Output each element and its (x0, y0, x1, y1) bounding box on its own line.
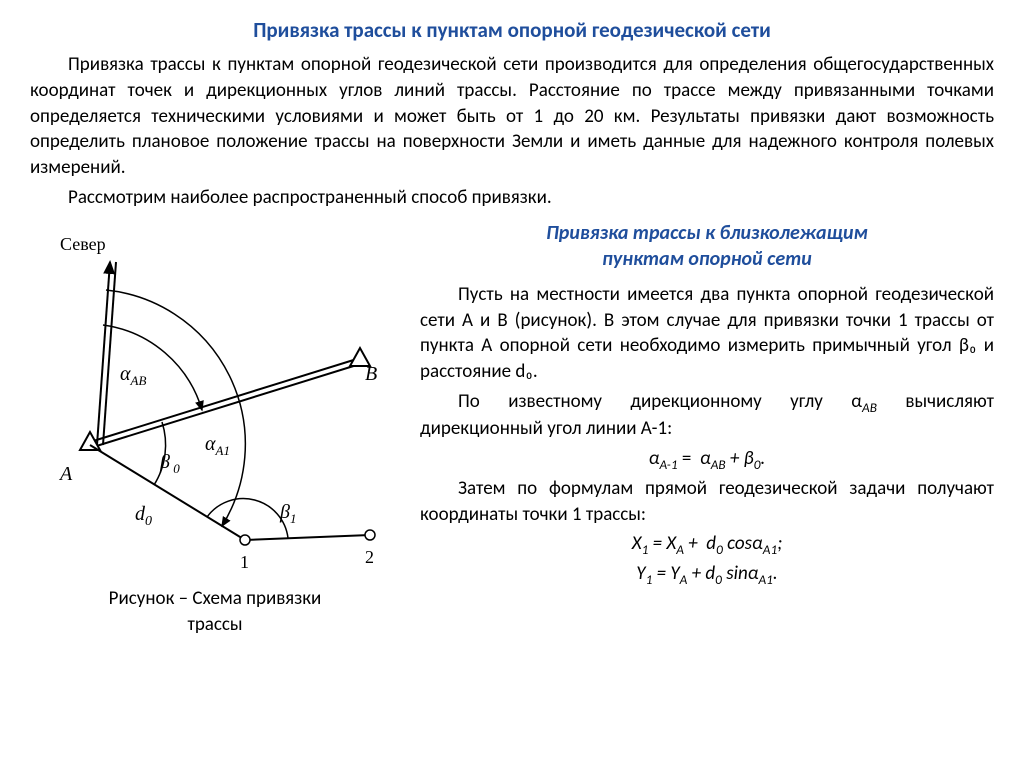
formula-1: αA-1 = αAB + β0. (420, 446, 994, 474)
section-subheading: Привязка трассы к близколежащим пунктам … (420, 220, 994, 272)
figure-caption: Рисунок – Схема привязки трассы (30, 586, 400, 637)
intro-paragraph-1: Привязка трассы к пунктам опорной геодез… (30, 52, 994, 180)
intro-paragraph-2: Рассмотрим наиболее распространенный спо… (30, 185, 994, 211)
right-paragraph-3: Затем по формулам прямой геодезической з… (420, 476, 994, 527)
right-paragraph-2: По известному дирекционному углу αAB выч… (420, 389, 994, 442)
right-paragraph-1: Пусть на местности имеется два пункта оп… (420, 282, 994, 385)
formula-2: X1 = XA + d0 cosαA1; (420, 531, 994, 559)
marker-pt2 (365, 530, 375, 540)
marker-pt1 (240, 535, 250, 545)
formula-3: Y1 = YA + d0 sinαA1. (420, 561, 994, 589)
diagram-label-d0: d0 (135, 503, 152, 529)
diagram-label-alpha-a1: αA1 (205, 433, 230, 458)
diagram-label-beta1: β1 (279, 501, 296, 526)
diagram-label-north: Север (60, 234, 106, 254)
binding-diagram: Север A B d0 1 2 (30, 220, 400, 580)
diagram-label-a: A (58, 463, 73, 485)
page-title: Привязка трассы к пунктам опорной геодез… (30, 16, 994, 44)
diagram-label-pt2: 2 (365, 547, 374, 567)
figure-column: Север A B d0 1 2 (30, 220, 400, 637)
diagram-label-beta0: β 0 (159, 451, 180, 476)
two-column-layout: Север A B d0 1 2 (30, 220, 994, 637)
diagram-label-pt1: 1 (240, 552, 249, 572)
diagram-label-b: B (365, 363, 377, 385)
text-column: Привязка трассы к близколежащим пунктам … (420, 220, 994, 637)
diagram-label-alpha-ab: αAB (120, 363, 146, 388)
